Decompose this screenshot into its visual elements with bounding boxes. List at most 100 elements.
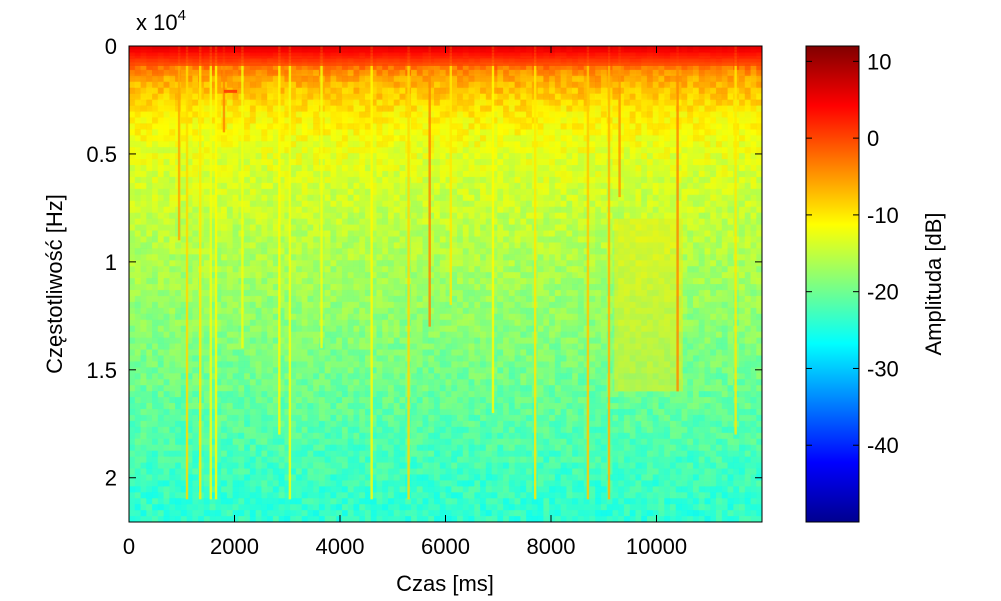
spectrum-cell — [226, 480, 233, 487]
spectrum-cell — [249, 224, 256, 231]
spectrum-cell — [249, 99, 256, 106]
spectrum-cell — [410, 129, 418, 136]
spectrum-cell — [399, 337, 406, 344]
spectrum-cell — [313, 242, 320, 249]
spectrum-cell — [451, 129, 458, 136]
spectrum-cell — [186, 188, 193, 196]
spectrum-cell — [152, 450, 159, 457]
spectrum-cell — [157, 301, 164, 309]
spectrum-cell — [439, 206, 446, 213]
spectrum-cell — [445, 236, 452, 243]
spectrum-cell — [359, 159, 366, 166]
spectrum-cell — [347, 325, 354, 332]
spectrum-cell — [180, 93, 187, 100]
spectrum-cell — [152, 456, 159, 463]
spectrum-cell — [226, 200, 233, 208]
spectrum-cell — [422, 230, 429, 237]
spectrum-cell — [249, 343, 256, 350]
spectrum-cell — [451, 486, 458, 493]
spectrum-cell — [364, 248, 372, 255]
spectrum-cell — [301, 456, 308, 463]
spectrum-cell — [364, 349, 372, 356]
spectrum-cell — [474, 194, 481, 202]
spectrum-cell — [451, 99, 458, 106]
spectrum-cell — [416, 87, 423, 94]
spectrum-cell — [359, 456, 366, 463]
spectrum-cell — [428, 313, 435, 321]
spectrum-cell — [428, 212, 435, 219]
spectrum-cell — [474, 468, 481, 475]
spectrum-cell — [261, 188, 268, 196]
spectrum-cell — [180, 284, 187, 291]
spectrum-cell — [232, 105, 239, 112]
spectrum-cell — [295, 385, 303, 392]
spectrum-cell — [451, 474, 458, 481]
spectrum-cell — [330, 75, 337, 83]
spectrum-cell — [163, 63, 170, 71]
spectrum-cell — [152, 129, 159, 136]
spectrum-cell — [393, 468, 400, 475]
spectrum-cell — [180, 176, 187, 184]
spectrum-cell — [255, 492, 262, 499]
spectrum-cell — [272, 444, 280, 451]
spectrum-cell — [445, 105, 452, 112]
spectrum-cell — [359, 462, 366, 469]
spectrum-cell — [370, 397, 377, 404]
spectrum-cell — [353, 105, 360, 112]
spectrum-cell — [364, 295, 372, 303]
spectrum-cell — [261, 492, 268, 499]
spectrum-cell — [387, 373, 395, 380]
spectrum-cell — [451, 236, 458, 243]
spectrum-cell — [474, 391, 481, 398]
spectrum-cell — [439, 135, 446, 142]
spectrum-cell — [313, 516, 320, 522]
spectrum-cell — [255, 343, 262, 350]
spectrum-cell — [295, 468, 303, 475]
spectrum-cell — [451, 456, 458, 463]
spectrum-cell — [221, 498, 228, 505]
spectrum-cell — [290, 170, 297, 178]
spectrum-cell — [215, 367, 222, 374]
spectrum-cell — [422, 254, 429, 261]
spectrum-cell — [290, 468, 297, 475]
spectrum-cell — [203, 188, 210, 196]
spectrum-cell — [215, 123, 222, 130]
spectrum-cell — [284, 408, 291, 416]
spectrum-cell — [422, 224, 429, 231]
spectrum-cell — [238, 480, 245, 487]
spectrum-cell — [295, 242, 303, 249]
spectrum-cell — [255, 516, 262, 522]
spectrum-cell — [422, 444, 429, 451]
spectrum-cell — [129, 432, 136, 440]
spectrum-cell — [129, 313, 136, 321]
spectrum-cell — [192, 349, 199, 356]
spectrum-cell — [278, 194, 285, 202]
spectrum-cell — [215, 462, 222, 469]
spectrum-cell — [422, 355, 429, 362]
spectrum-cell — [186, 123, 193, 130]
spectrum-cell — [353, 165, 360, 172]
spectrum-cell — [226, 379, 233, 386]
spectrum-cell — [462, 99, 469, 106]
spectrum-cell — [330, 486, 337, 493]
spectrum-cell — [226, 182, 233, 190]
spectrum-cell — [399, 325, 406, 332]
spectrum-cell — [186, 159, 193, 166]
spectrum-cell — [238, 367, 245, 374]
spectrum-cell — [169, 474, 176, 481]
spectrum-cell — [313, 504, 320, 511]
spectrum-cell — [445, 99, 452, 106]
spectrum-cell — [163, 278, 170, 285]
spectrum-cell — [232, 504, 239, 511]
spectrum-cell — [169, 170, 176, 178]
spectrum-cell — [140, 414, 147, 422]
spectrum-cell — [209, 81, 216, 89]
spectrum-cell — [474, 153, 481, 160]
spectrum-cell — [157, 444, 164, 451]
spectrum-cell — [347, 420, 354, 428]
spectrum-cell — [272, 403, 280, 410]
spectrum-cell — [439, 426, 446, 434]
spectrum-cell — [364, 462, 372, 469]
spectrum-cell — [249, 361, 256, 368]
spectrum-cell — [267, 510, 274, 517]
